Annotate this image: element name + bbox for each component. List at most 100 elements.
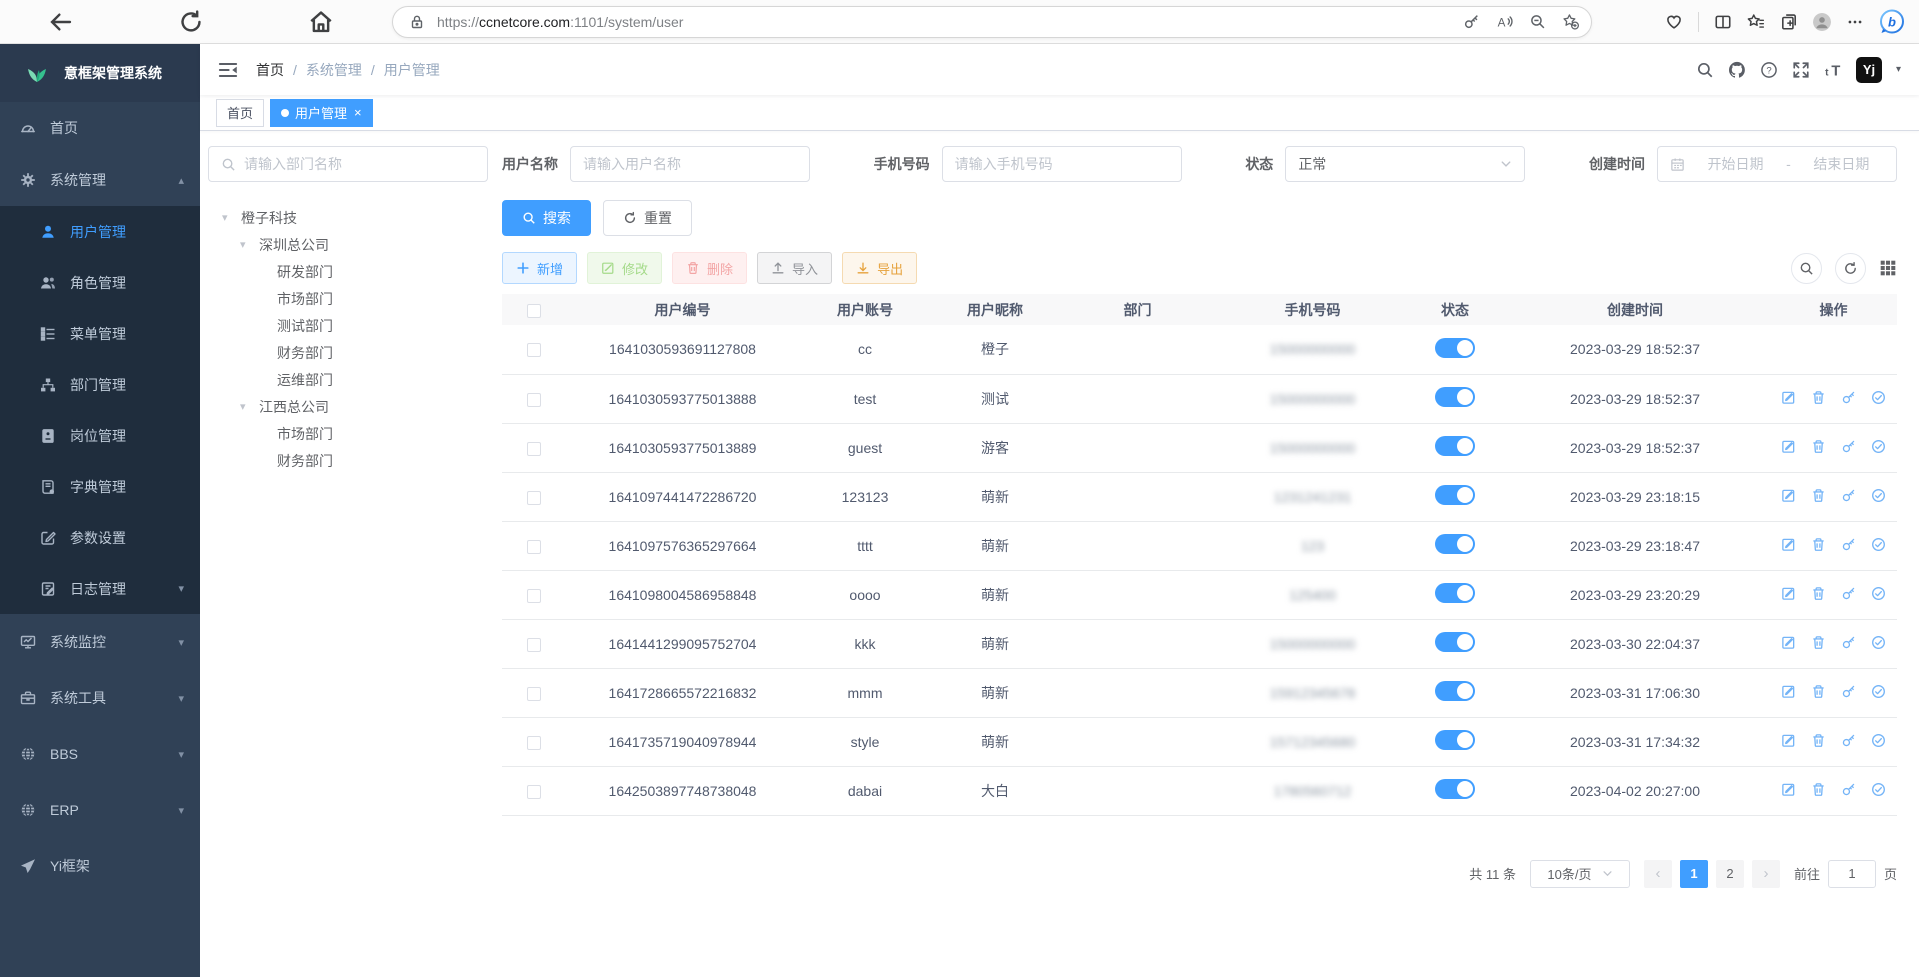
- status-toggle-on[interactable]: [1435, 583, 1475, 603]
- status-toggle-on[interactable]: [1435, 730, 1475, 750]
- row-reset-password-key-icon[interactable]: [1841, 537, 1856, 552]
- sidebar-item-param-settings[interactable]: 参数设置: [0, 512, 200, 563]
- tab-close-icon[interactable]: ×: [354, 105, 362, 120]
- row-assign-role-check-icon[interactable]: [1871, 439, 1886, 454]
- sidebar-fold-icon[interactable]: [218, 60, 238, 80]
- sidebar-item-yi-framework[interactable]: Yi框架: [0, 838, 200, 894]
- status-toggle-on[interactable]: [1435, 387, 1475, 407]
- sidebar-item-home[interactable]: 首页: [0, 102, 200, 154]
- row-assign-role-check-icon[interactable]: [1871, 635, 1886, 650]
- tree-node[interactable]: 研发部门: [208, 258, 488, 285]
- zoom-out-icon[interactable]: [1529, 13, 1546, 30]
- row-reset-password-key-icon[interactable]: [1841, 635, 1856, 650]
- favorites-icon[interactable]: [1747, 13, 1765, 31]
- row-assign-role-check-icon[interactable]: [1871, 733, 1886, 748]
- row-reset-password-key-icon[interactable]: [1841, 439, 1856, 454]
- breadcrumb-home[interactable]: 首页: [256, 61, 284, 78]
- add-button[interactable]: 新增: [502, 252, 578, 284]
- row-edit-icon[interactable]: [1781, 390, 1796, 405]
- tree-node[interactable]: 市场部门: [208, 285, 488, 312]
- sidebar-item-monitor[interactable]: 系统监控 ▾: [0, 614, 200, 670]
- row-edit-icon[interactable]: [1781, 586, 1796, 601]
- date-start-placeholder[interactable]: 开始日期: [1707, 156, 1764, 172]
- split-screen-icon[interactable]: [1714, 13, 1732, 31]
- row-checkbox[interactable]: [526, 784, 541, 799]
- row-reset-password-key-icon[interactable]: [1841, 684, 1856, 699]
- refresh-icon[interactable]: [178, 9, 204, 35]
- status-toggle-on[interactable]: [1435, 779, 1475, 799]
- date-end-placeholder[interactable]: 结束日期: [1813, 156, 1870, 172]
- dept-search-box[interactable]: [208, 146, 488, 182]
- row-delete-icon[interactable]: [1811, 684, 1826, 699]
- sidebar-item-user-mgmt[interactable]: 用户管理: [0, 206, 200, 257]
- github-icon[interactable]: [1728, 61, 1746, 79]
- caret-down-icon[interactable]: ▾: [240, 239, 246, 251]
- tab-home[interactable]: 首页: [216, 98, 265, 127]
- sidebar-item-dict-mgmt[interactable]: 字典管理: [0, 461, 200, 512]
- tab-user-mgmt[interactable]: 用户管理 ×: [270, 98, 373, 127]
- app-logo[interactable]: 意框架管理系统: [0, 44, 200, 102]
- username-input[interactable]: [583, 156, 797, 172]
- home-icon[interactable]: [308, 9, 334, 35]
- caret-down-icon[interactable]: ▾: [222, 212, 228, 224]
- caret-down-icon[interactable]: ▾: [240, 401, 246, 413]
- sidebar-item-role-mgmt[interactable]: 角色管理: [0, 257, 200, 308]
- row-assign-role-check-icon[interactable]: [1871, 684, 1886, 699]
- tree-node[interactable]: 运维部门: [208, 366, 488, 393]
- row-checkbox[interactable]: [526, 343, 541, 358]
- tree-node[interactable]: 测试部门: [208, 312, 488, 339]
- back-icon[interactable]: [48, 9, 74, 35]
- row-delete-icon[interactable]: [1811, 439, 1826, 454]
- select-all-checkbox[interactable]: [526, 303, 541, 318]
- row-reset-password-key-icon[interactable]: [1841, 488, 1856, 503]
- row-checkbox[interactable]: [526, 490, 541, 505]
- browser-essentials-icon[interactable]: [1665, 13, 1683, 31]
- more-options-icon[interactable]: [1846, 13, 1864, 31]
- dept-search-input[interactable]: [244, 156, 475, 172]
- row-checkbox[interactable]: [526, 441, 541, 456]
- date-range-picker[interactable]: 开始日期 - 结束日期: [1656, 146, 1897, 182]
- add-favorite-icon[interactable]: [1562, 13, 1579, 30]
- row-checkbox[interactable]: [526, 588, 541, 603]
- sidebar-item-system[interactable]: 系统管理 ▴: [0, 154, 200, 206]
- avatar-caret-icon[interactable]: ▾: [1895, 64, 1901, 75]
- phone-input[interactable]: [954, 156, 1169, 172]
- row-assign-role-check-icon[interactable]: [1871, 586, 1886, 601]
- search-button[interactable]: 搜索: [502, 200, 591, 236]
- tree-node[interactable]: 市场部门: [208, 420, 488, 447]
- user-avatar[interactable]: Yj: [1855, 56, 1882, 83]
- copilot-icon[interactable]: b: [1879, 9, 1905, 35]
- refresh-table-button[interactable]: [1835, 252, 1866, 284]
- sidebar-item-menu-mgmt[interactable]: 菜单管理: [0, 308, 200, 359]
- row-reset-password-key-icon[interactable]: [1841, 782, 1856, 797]
- fullscreen-icon[interactable]: [1792, 61, 1810, 79]
- tree-node[interactable]: ▾ 深圳总公司: [208, 231, 488, 258]
- url-text[interactable]: https://ccnetcore.com:1101/system/user: [437, 13, 684, 30]
- sidebar-item-bbs[interactable]: BBS ▾: [0, 726, 200, 782]
- row-delete-icon[interactable]: [1811, 733, 1826, 748]
- status-toggle-on[interactable]: [1435, 534, 1475, 554]
- address-bar[interactable]: https://ccnetcore.com:1101/system/user A: [392, 5, 1592, 38]
- row-edit-icon[interactable]: [1781, 488, 1796, 503]
- sidebar-item-log-mgmt[interactable]: 日志管理 ▾: [0, 563, 200, 614]
- sidebar-item-post-mgmt[interactable]: 岗位管理: [0, 410, 200, 461]
- tree-node[interactable]: ▾ 江西总公司: [208, 393, 488, 420]
- export-button[interactable]: 导出: [842, 252, 918, 284]
- profile-avatar[interactable]: [1813, 12, 1831, 31]
- reset-button[interactable]: 重置: [603, 200, 692, 236]
- row-edit-icon[interactable]: [1781, 733, 1796, 748]
- row-checkbox[interactable]: [526, 539, 541, 554]
- row-checkbox[interactable]: [526, 686, 541, 701]
- delete-button[interactable]: 删除: [672, 252, 748, 284]
- row-checkbox[interactable]: [526, 392, 541, 407]
- help-icon[interactable]: ?: [1760, 61, 1778, 79]
- status-toggle-on[interactable]: [1435, 337, 1475, 358]
- row-delete-icon[interactable]: [1811, 390, 1826, 405]
- toggle-search-button[interactable]: [1791, 252, 1822, 284]
- import-button[interactable]: 导入: [757, 252, 833, 284]
- page-size-select[interactable]: 10条/页: [1529, 859, 1630, 888]
- page-button-2[interactable]: 2: [1715, 859, 1744, 888]
- sidebar-item-erp[interactable]: ERP ▾: [0, 782, 200, 838]
- row-delete-icon[interactable]: [1811, 635, 1826, 650]
- status-toggle-on[interactable]: [1435, 485, 1475, 505]
